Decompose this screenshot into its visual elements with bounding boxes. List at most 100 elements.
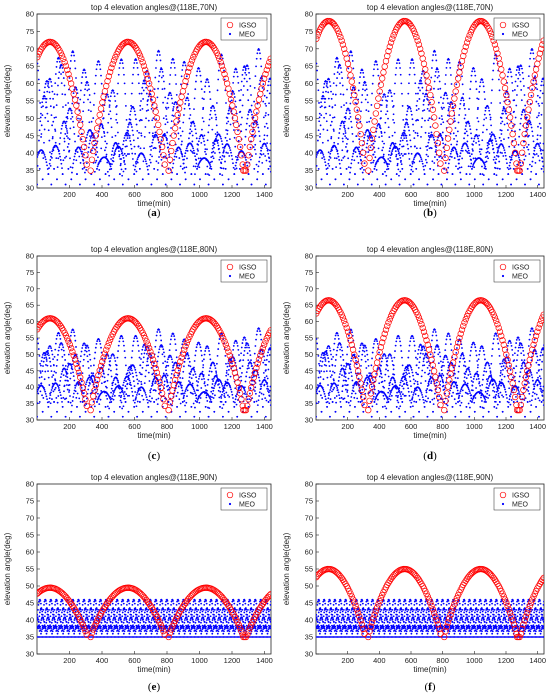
meo-point (69, 395, 71, 397)
meo-point (180, 75, 183, 78)
meo-point (66, 135, 68, 138)
meo-point (54, 387, 57, 389)
meo-point (329, 124, 332, 127)
meo-point (253, 361, 256, 364)
meo-point (83, 342, 86, 345)
meo-point (332, 116, 334, 119)
meo-point (124, 167, 127, 170)
meo-point (61, 122, 64, 125)
meo-point (46, 398, 48, 401)
meo-point (180, 150, 183, 153)
meo-point (393, 131, 396, 134)
meo-point (146, 103, 149, 106)
igso-point (183, 73, 190, 80)
meo-point (98, 178, 101, 181)
meo-point (49, 78, 52, 81)
meo-point (196, 70, 199, 73)
meo-point (49, 394, 52, 397)
meo-point (200, 387, 203, 389)
meo-point (329, 85, 332, 87)
meo-point (149, 389, 152, 392)
meo-point (166, 374, 169, 377)
meo-point (397, 168, 400, 171)
meo-point (208, 118, 211, 121)
igso-point (153, 114, 161, 122)
meo-point (113, 91, 115, 94)
meo-point (251, 376, 254, 379)
meo-point (330, 90, 332, 93)
meo-point (464, 149, 467, 152)
meo-point (351, 158, 353, 161)
meo-point (364, 98, 367, 101)
meo-point (79, 148, 82, 151)
meo-point (478, 85, 481, 88)
meo-point (258, 395, 261, 397)
meo-point (141, 107, 144, 110)
meo-point (98, 340, 101, 343)
meo-point (381, 149, 384, 152)
meo-point (62, 71, 65, 74)
meo-point (340, 159, 343, 162)
meo-point (266, 377, 269, 380)
meo-point (461, 157, 464, 160)
meo-point (244, 71, 247, 74)
meo-point (257, 126, 260, 129)
meo-point (71, 102, 74, 105)
igso-point (92, 132, 99, 139)
meo-point (83, 69, 86, 72)
meo-point (483, 162, 485, 165)
meo-point (44, 116, 47, 119)
meo-point (257, 165, 260, 168)
meo-point (125, 373, 128, 376)
meo-point (70, 118, 72, 120)
meo-point (474, 74, 477, 77)
meo-point (425, 161, 428, 164)
meo-point (269, 165, 271, 168)
meo-point (200, 88, 203, 91)
meo-point (134, 391, 137, 393)
meo-point (239, 110, 242, 113)
meo-point (541, 149, 544, 152)
meo-point (440, 115, 443, 117)
meo-point (113, 389, 116, 392)
meo-point (230, 93, 233, 95)
meo-point (64, 122, 67, 125)
meo-point (173, 335, 176, 337)
meo-point (264, 397, 267, 400)
meo-point (112, 398, 115, 401)
meo-point (492, 62, 495, 65)
meo-point (161, 173, 164, 175)
meo-point (170, 120, 173, 123)
igso-point (524, 114, 531, 121)
meo-point (487, 105, 489, 108)
meo-point (209, 165, 212, 168)
meo-point (43, 378, 46, 381)
meo-point (398, 62, 401, 65)
meo-point (89, 382, 91, 385)
meo-point (161, 353, 164, 356)
meo-point (249, 85, 252, 87)
meo-point (157, 162, 160, 164)
meo-point (86, 134, 89, 136)
meo-point (63, 149, 65, 152)
meo-point (93, 377, 96, 379)
meo-point (421, 160, 423, 163)
igso-point (348, 78, 355, 85)
meo-point (193, 366, 195, 369)
meo-point (400, 159, 402, 162)
meo-point (251, 367, 254, 370)
meo-point (170, 358, 173, 361)
meo-point (528, 65, 531, 68)
meo-point (420, 77, 423, 79)
meo-point (88, 94, 91, 96)
meo-point (372, 142, 375, 145)
meo-point (201, 117, 204, 119)
meo-point (330, 136, 333, 138)
meo-point (322, 128, 325, 131)
meo-point (107, 121, 110, 124)
meo-point (213, 410, 216, 413)
meo-point (241, 116, 243, 119)
meo-point (393, 121, 396, 124)
meo-point (179, 381, 182, 384)
meo-point (39, 370, 42, 373)
